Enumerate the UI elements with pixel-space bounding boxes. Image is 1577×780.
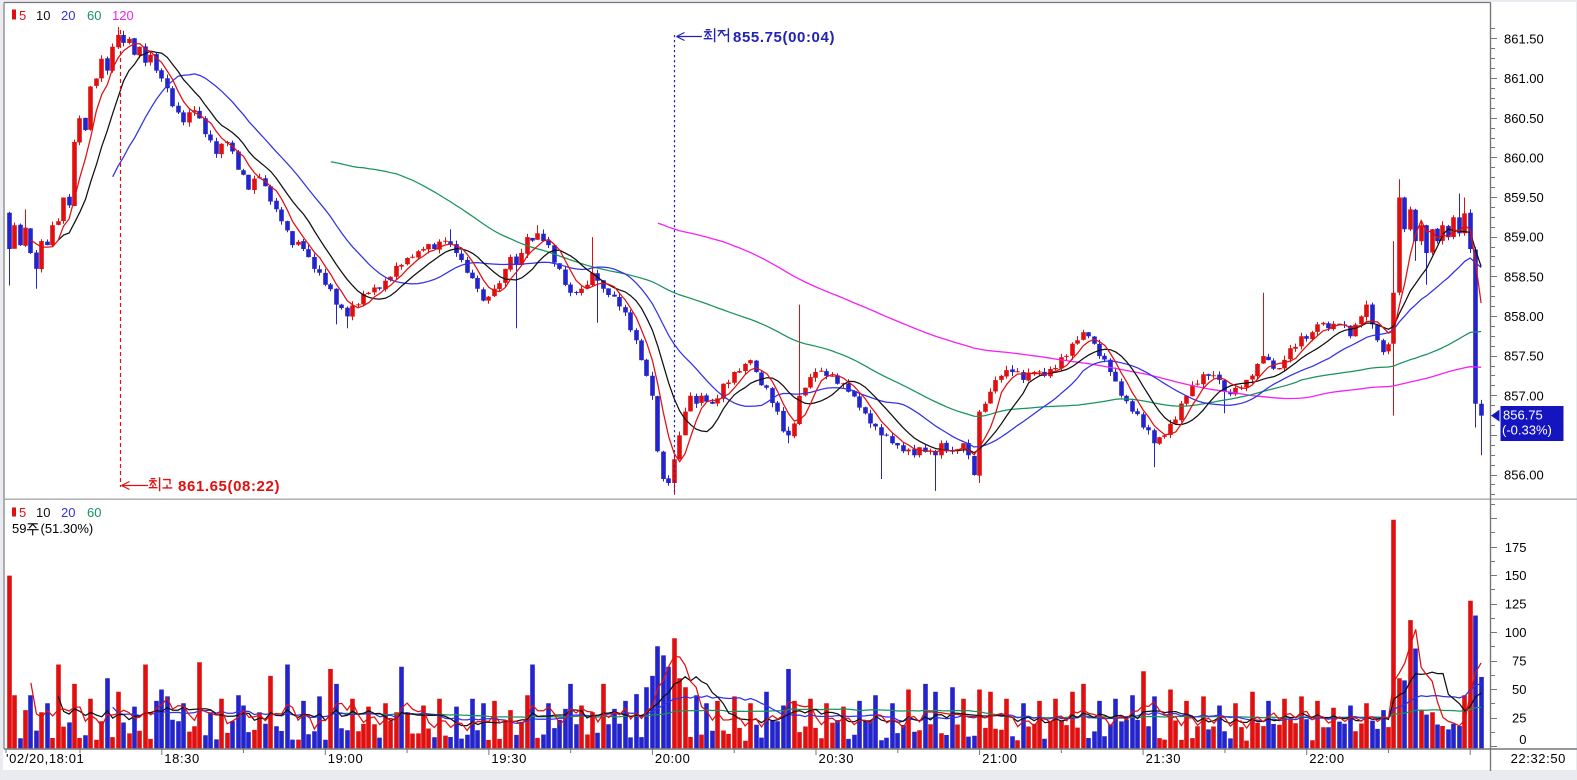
svg-text:175: 175 <box>1505 540 1527 555</box>
svg-text:859.50: 859.50 <box>1504 190 1544 205</box>
svg-text:21:00: 21:00 <box>982 751 1018 766</box>
svg-text:856.75: 856.75 <box>1503 408 1543 423</box>
svg-text:120: 120 <box>112 8 134 23</box>
svg-text:861.50: 861.50 <box>1504 32 1544 47</box>
svg-text:20:00: 20:00 <box>655 751 691 766</box>
svg-text:861.65(08:22): 861.65(08:22) <box>178 478 280 495</box>
svg-text:10: 10 <box>36 8 50 23</box>
svg-text:59: 59 <box>12 521 26 536</box>
svg-text:858.00: 858.00 <box>1504 309 1544 324</box>
svg-text:22:32:50: 22:32:50 <box>1511 751 1566 766</box>
svg-text:22:00: 22:00 <box>1309 751 1345 766</box>
svg-text:855.75(00:04): 855.75(00:04) <box>733 29 835 46</box>
svg-text:0: 0 <box>1519 732 1526 747</box>
svg-text:125: 125 <box>1505 597 1527 612</box>
svg-text:75: 75 <box>1512 654 1526 669</box>
svg-text:(51.30%): (51.30%) <box>41 521 94 536</box>
svg-text:150: 150 <box>1505 568 1527 583</box>
svg-text:859.00: 859.00 <box>1504 230 1544 245</box>
svg-text:21:30: 21:30 <box>1146 751 1182 766</box>
svg-text:25: 25 <box>1512 711 1526 726</box>
svg-text:19:30: 19:30 <box>491 751 527 766</box>
svg-text:10: 10 <box>36 505 50 520</box>
svg-text:856.00: 856.00 <box>1504 468 1544 483</box>
svg-text:18:30: 18:30 <box>164 751 200 766</box>
svg-text:100: 100 <box>1505 625 1527 640</box>
svg-text:(-0.33%): (-0.33%) <box>1502 423 1552 438</box>
svg-text:60: 60 <box>87 8 101 23</box>
svg-text:858.50: 858.50 <box>1504 269 1544 284</box>
svg-text:857.50: 857.50 <box>1504 349 1544 364</box>
svg-text:861.00: 861.00 <box>1504 71 1544 86</box>
svg-text:60: 60 <box>87 505 101 520</box>
svg-text:'02/20,18:01: '02/20,18:01 <box>6 751 84 766</box>
svg-text:5: 5 <box>19 8 26 23</box>
svg-text:860.00: 860.00 <box>1504 150 1544 165</box>
svg-text:20: 20 <box>61 8 75 23</box>
svg-text:5: 5 <box>19 505 26 520</box>
svg-text:857.00: 857.00 <box>1504 388 1544 403</box>
svg-text:50: 50 <box>1512 682 1526 697</box>
svg-text:19:00: 19:00 <box>328 751 364 766</box>
svg-text:20:30: 20:30 <box>819 751 855 766</box>
svg-text:20: 20 <box>61 505 75 520</box>
svg-text:860.50: 860.50 <box>1504 111 1544 126</box>
